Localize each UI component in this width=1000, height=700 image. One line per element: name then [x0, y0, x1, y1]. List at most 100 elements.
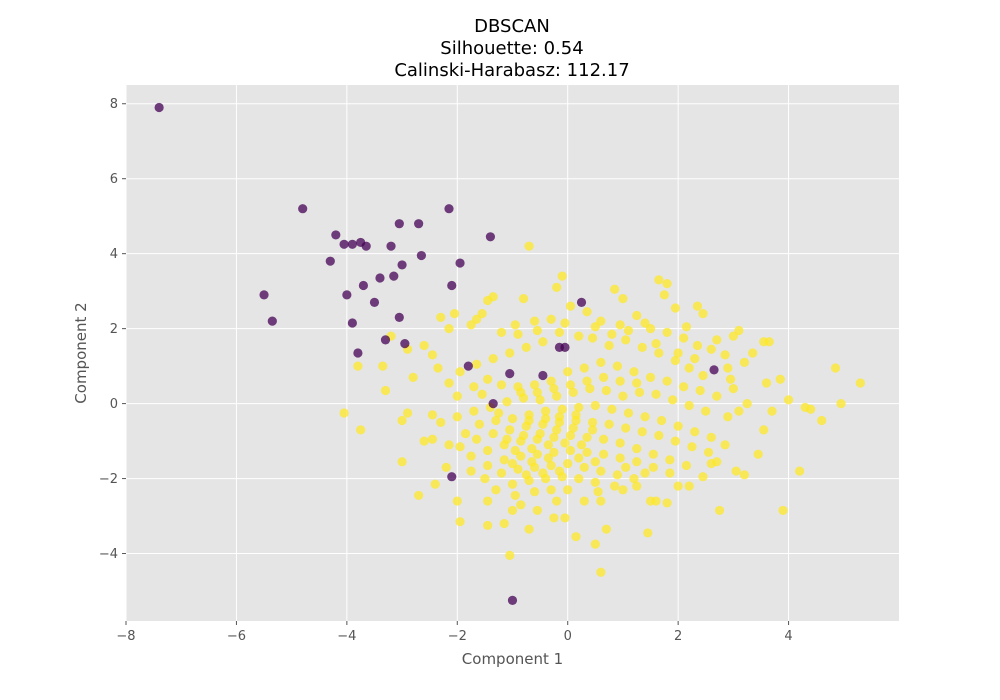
- cluster-point: [659, 290, 669, 300]
- cluster-point: [725, 374, 736, 384]
- cluster-point: [734, 325, 744, 336]
- cluster-point: [648, 462, 658, 472]
- cluster-point: [378, 361, 388, 371]
- cluster-point: [596, 567, 606, 577]
- cluster-point: [483, 496, 493, 506]
- y-tick-label: 2: [110, 322, 118, 337]
- noise-point: [375, 273, 385, 283]
- noise-point: [154, 102, 164, 113]
- cluster-point: [645, 372, 656, 382]
- cluster-point: [783, 395, 794, 405]
- cluster-point: [565, 430, 576, 441]
- cluster-point: [549, 432, 559, 442]
- cluster-point: [712, 335, 722, 345]
- cluster-point: [549, 384, 559, 394]
- cluster-point: [516, 451, 526, 461]
- cluster-point: [679, 333, 689, 343]
- cluster-point: [604, 340, 614, 351]
- noise-point: [259, 290, 269, 300]
- cluster-point: [460, 428, 471, 439]
- noise-point: [538, 370, 548, 381]
- noise-point: [394, 219, 404, 229]
- noise-point: [358, 280, 369, 291]
- cluster-point: [397, 457, 407, 467]
- noise-point: [267, 316, 277, 326]
- cluster-point: [502, 397, 512, 407]
- cluster-point: [535, 428, 545, 439]
- cluster-point: [455, 517, 465, 527]
- cluster-point: [670, 303, 680, 313]
- cluster-point: [615, 453, 625, 463]
- x-tick-label: 4: [784, 629, 792, 644]
- cluster-point: [748, 348, 758, 358]
- cluster-point: [541, 413, 551, 424]
- x-axis-ticks: −8 −6 −4 −2 0 2 4: [116, 621, 793, 644]
- cluster-point: [529, 487, 540, 497]
- noise-point: [463, 361, 473, 371]
- cluster-point: [632, 310, 642, 321]
- cluster-point: [527, 443, 537, 454]
- cluster-point: [610, 284, 620, 294]
- cluster-point: [723, 412, 733, 422]
- cluster-point: [645, 324, 656, 334]
- cluster-point: [684, 363, 694, 373]
- cluster-point: [510, 320, 520, 330]
- cluster-point: [587, 417, 598, 427]
- cluster-point: [524, 241, 534, 251]
- cluster-point: [640, 468, 650, 478]
- cluster-point: [469, 382, 479, 392]
- cluster-point: [560, 438, 570, 448]
- cluster-point: [455, 367, 465, 377]
- cluster-point: [513, 329, 523, 339]
- cluster-point: [499, 455, 509, 465]
- cluster-point: [615, 320, 625, 330]
- chart-title-line: Calinski-Harabasz: 112.17: [394, 60, 629, 81]
- cluster-point: [582, 447, 592, 457]
- cluster-point: [568, 423, 578, 433]
- cluster-point: [607, 404, 617, 414]
- cluster-point: [477, 309, 487, 319]
- cluster-point: [612, 361, 623, 371]
- cluster-point: [518, 430, 529, 441]
- cluster-point: [654, 348, 664, 358]
- cluster-point: [673, 421, 683, 431]
- cluster-point: [449, 309, 460, 319]
- cluster-point: [427, 410, 438, 420]
- cluster-point: [560, 318, 570, 328]
- cluster-point: [571, 410, 581, 420]
- cluster-point: [472, 314, 482, 324]
- cluster-point: [739, 357, 750, 367]
- cluster-point: [579, 462, 589, 472]
- cluster-point: [651, 496, 661, 506]
- cluster-point: [634, 387, 645, 397]
- x-tick-label: 0: [564, 629, 572, 644]
- cluster-point: [632, 378, 642, 388]
- x-tick-label: 2: [674, 629, 682, 644]
- noise-point: [325, 256, 335, 266]
- cluster-point: [618, 485, 628, 495]
- y-tick-label: −2: [99, 472, 118, 487]
- cluster-point: [728, 331, 738, 341]
- cluster-point: [720, 440, 730, 450]
- cluster-point: [565, 380, 576, 390]
- cluster-point: [563, 458, 573, 469]
- cluster-point: [532, 387, 542, 397]
- cluster-point: [491, 415, 501, 426]
- cluster-point: [596, 466, 606, 476]
- cluster-point: [444, 378, 454, 388]
- noise-point: [414, 219, 424, 229]
- x-tick-label: −2: [448, 629, 467, 644]
- x-axis-label: Component 1: [462, 650, 563, 668]
- cluster-point: [648, 449, 658, 459]
- cluster-point: [684, 400, 694, 411]
- cluster-point: [778, 505, 788, 516]
- noise-point: [347, 318, 357, 328]
- cluster-point: [615, 438, 625, 448]
- cluster-point: [855, 378, 865, 388]
- cluster-point: [637, 427, 647, 437]
- cluster-point: [554, 466, 565, 476]
- cluster-point: [507, 458, 518, 469]
- cluster-point: [529, 316, 540, 326]
- cluster-point: [695, 385, 705, 396]
- cluster-point: [739, 470, 750, 480]
